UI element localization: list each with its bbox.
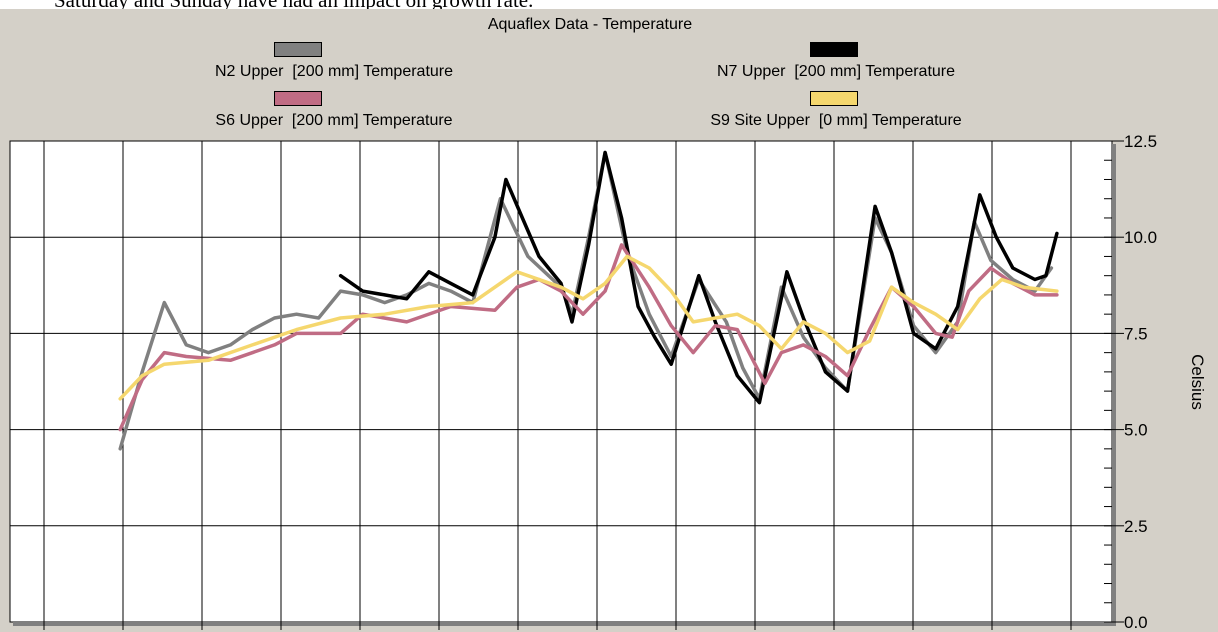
legend-item-n7: N7 Upper [200 mm] Temperature (586, 42, 1086, 90)
y-tick-label: 12.5 (1124, 132, 1157, 151)
legend-label-s9: S9 Site Upper [0 mm] Temperature (710, 112, 962, 129)
series-line-n7 (338, 150, 1059, 405)
legend-item-s9: S9 Site Upper [0 mm] Temperature (586, 91, 1086, 139)
grid-lines (10, 141, 1112, 630)
legend-label-s6: S6 Upper [200 mm] Temperature (215, 112, 453, 129)
plot-shadow (1112, 144, 1116, 625)
y-axis-label: Celsius (1188, 354, 1207, 410)
y-tick-label: 2.5 (1124, 517, 1148, 536)
legend-item-n2: N2 Upper [200 mm] Temperature (84, 42, 584, 90)
y-tick-label: 5.0 (1124, 421, 1148, 440)
series-line-s9 (118, 254, 1059, 401)
legend-swatch-s6 (274, 91, 322, 106)
y-axis: 0.0 2.5 5.0 7.5 10.0 12.5 (1104, 132, 1157, 632)
plot-area (9, 140, 1113, 623)
y-tick-label: 7.5 (1124, 324, 1148, 343)
legend-swatch-n7 (810, 42, 858, 57)
series-lines (118, 150, 1059, 451)
caption-text: Saturday and Sunday have had an impact o… (54, 0, 533, 9)
legend-item-s6: S6 Upper [200 mm] Temperature (84, 91, 584, 139)
y-tick-label: 0.0 (1124, 613, 1148, 632)
y-tick-label: 10.0 (1124, 228, 1157, 247)
caption-fragment: Saturday and Sunday have had an impact o… (0, 0, 1218, 9)
series-line-s6 (118, 243, 1059, 432)
legend-swatch-n2 (274, 42, 322, 57)
plot-shadow-bottom (13, 622, 1116, 626)
legend-swatch-s9 (810, 91, 858, 106)
chart-title: Aquaflex Data - Temperature (487, 16, 693, 33)
legend-label-n7: N7 Upper [200 mm] Temperature (716, 63, 956, 80)
legend-label-n2: N2 Upper [200 mm] Temperature (214, 63, 454, 80)
